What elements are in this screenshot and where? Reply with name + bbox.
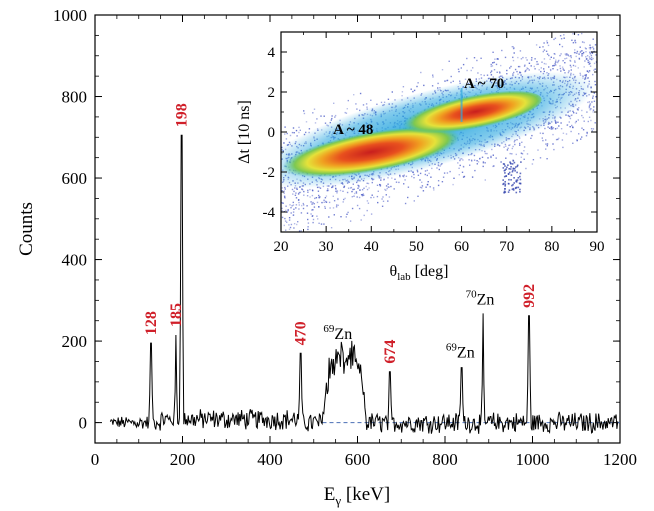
x-tick-label: 1200 [603,450,637,469]
inset-region-labels: A ~ 48 A ~ 70 [333,76,504,138]
inset-x-tick-label: 70 [499,239,514,255]
zn-isotope-label: 69Zn [446,341,475,361]
inset-x-tick-label: 60 [454,239,469,255]
inset-y-axis-label: Δt [10 ns] [236,100,253,164]
main-axis-ticks [94,14,621,443]
x-tick-label: 800 [432,450,458,469]
peak-label: 198 [174,103,191,127]
inset-x-tick-label: 80 [544,239,559,255]
band-a70 [395,91,542,135]
inset-axis-ticks [280,31,598,233]
zn-isotope-label: 69Zn [323,323,352,343]
main-x-axis-label: Eγ [keV] [324,484,390,508]
inset-heatmap: 20 30 40 50 60 70 80 90 -4 -2 0 2 4 A ~ 48 A ~ 70 Δt … [236,31,605,283]
isotope-annotations: 69Zn 69Zn 70Zn [323,288,494,361]
y-tick-label: 1000 [53,6,87,25]
y-tick-label: 600 [62,169,88,188]
peak-label: 470 [293,321,310,345]
zn-isotope-label: 70Zn [466,288,495,308]
x-tick-label: 600 [345,450,371,469]
inset-y-tick-label: -4 [263,205,276,221]
x-tick-label: 1000 [516,450,550,469]
band-a48 [282,126,461,178]
inset-y-tick-label: 0 [268,125,276,141]
y-tick-label: 400 [62,251,88,270]
inset-y-tick-label: -2 [263,165,276,181]
inset-x-tick-label: 90 [590,239,605,255]
inset-region-label: A ~ 70 [464,76,504,92]
peak-labels: 128 185 198 470 674 992 [143,103,538,363]
x-tick-label: 200 [170,450,196,469]
inset-y-tick-label: 4 [268,45,276,61]
y-tick-label: 200 [62,332,88,351]
inset-x-tick-label: 50 [409,239,424,255]
inset-tick-labels: 20 30 40 50 60 70 80 90 -4 -2 0 2 4 [263,45,605,255]
inset-x-tick-label: 40 [364,239,379,255]
peak-label: 185 [168,303,185,327]
spectrum-line [109,134,619,434]
inset-x-axis-label: θlab [deg] [390,263,449,283]
peak-label: 674 [382,340,399,364]
peak-label: 128 [143,311,160,335]
inset-region-label: A ~ 48 [333,122,373,138]
main-y-axis-label: Counts [16,202,37,256]
x-tick-label: 400 [257,450,283,469]
x-tick-label: 0 [91,450,100,469]
y-tick-label: 800 [62,88,88,107]
peak-label: 992 [521,284,538,308]
y-tick-label: 0 [79,414,88,433]
inset-y-tick-label: 2 [268,85,276,101]
inset-x-tick-label: 20 [274,239,289,255]
inset-x-tick-label: 30 [319,239,334,255]
inset-bands [281,71,595,189]
